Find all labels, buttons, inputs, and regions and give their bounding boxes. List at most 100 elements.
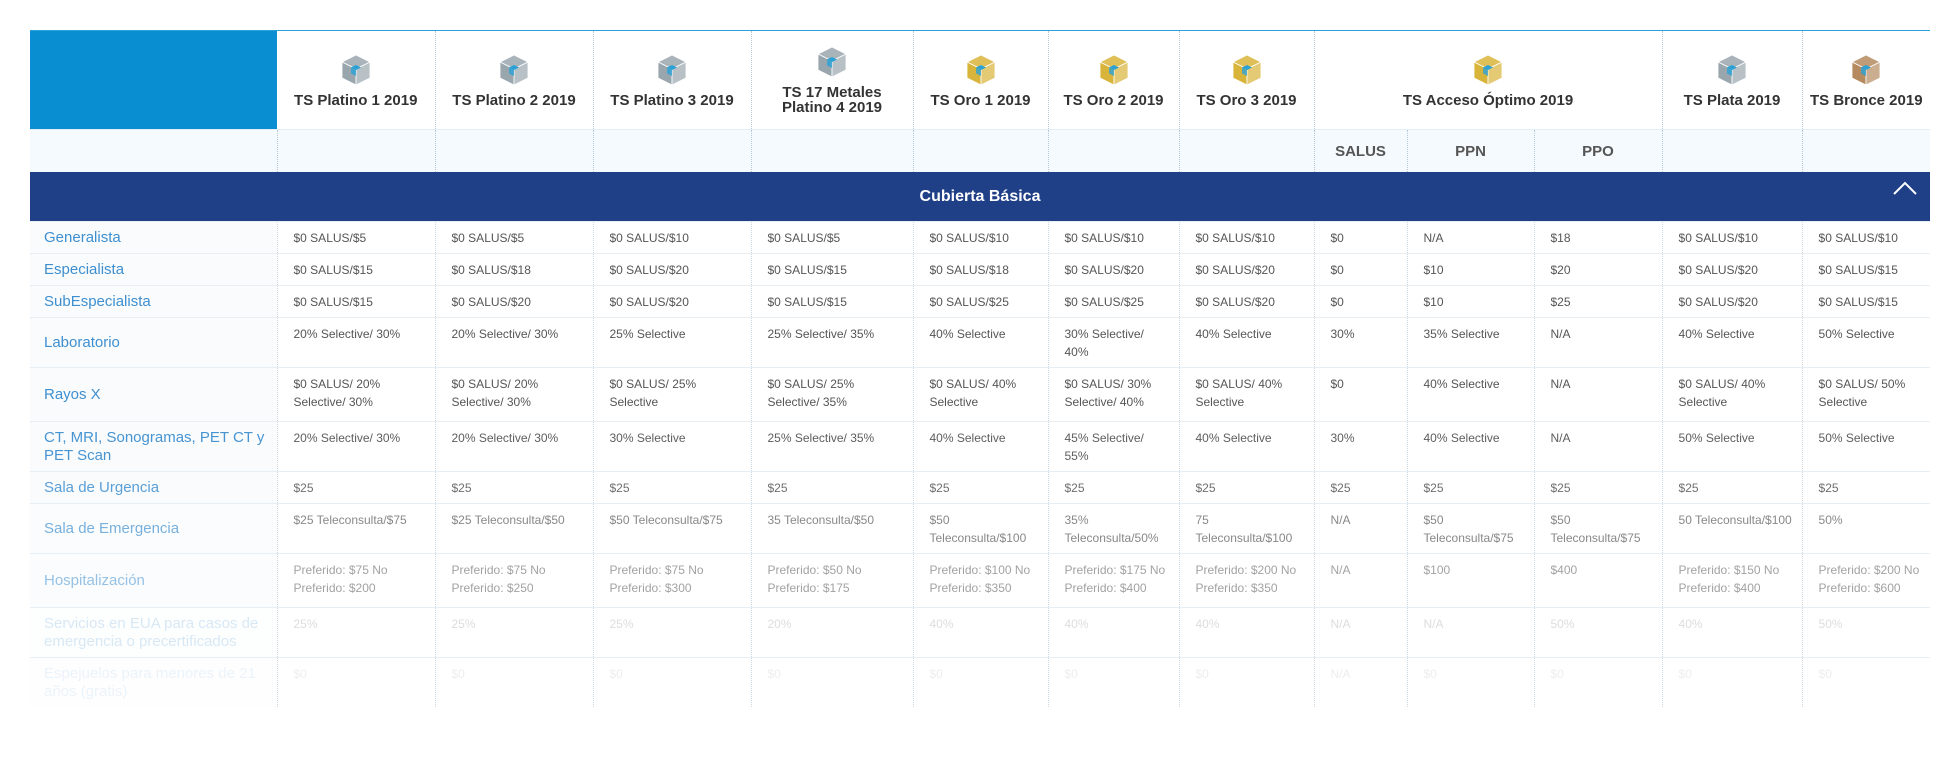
table-cell: 30%	[1314, 317, 1408, 368]
row-label[interactable]: CT, MRI, Sonogramas, PET CT y PET Scan	[30, 421, 278, 472]
table-cell: $0 SALUS/$20	[593, 285, 752, 318]
table-cell: $100	[1407, 553, 1535, 608]
row-label[interactable]: SubEspecialista	[30, 285, 278, 318]
table-cell: 75 Teleconsulta/$100	[1179, 503, 1315, 554]
plan-comparison-table: TS Platino 1 2019 TS Platino 2 2019 TS Pla…	[30, 30, 1931, 707]
table-cell: N/A	[1314, 657, 1408, 707]
table-cell: $25	[1662, 471, 1803, 504]
plan-name: TS Oro 1 2019	[930, 91, 1031, 109]
table-cell: $0	[1662, 657, 1803, 707]
table-cell: Preferido: $150 No Preferido: $400	[1662, 553, 1803, 608]
table-cell: 40% Selective	[1662, 317, 1803, 368]
network-subheader-empty	[30, 129, 278, 172]
plan-cube-icon	[499, 54, 529, 86]
table-cell: $0 SALUS/$20	[435, 285, 594, 318]
table-row: Sala de Emergencia $25 Teleconsulta/$75 $2…	[30, 503, 1931, 554]
table-row: Espejuelos para menores de 21 años (grat…	[30, 657, 1931, 707]
row-label[interactable]: Generalista	[30, 221, 278, 254]
table-cell: 50%	[1802, 503, 1931, 554]
table-cell: $0 SALUS/$25	[1048, 285, 1180, 318]
network-subheader-empty	[1048, 129, 1180, 172]
table-cell: N/A	[1314, 503, 1408, 554]
table-cell: $400	[1534, 553, 1663, 608]
row-label[interactable]: Sala de Emergencia	[30, 503, 278, 554]
table-cell: $0	[1314, 367, 1408, 422]
table-cell: N/A	[1314, 607, 1408, 658]
plan-header-1: TS Platino 1 2019	[277, 30, 436, 130]
table-cell: 20% Selective/ 30%	[277, 421, 436, 472]
table-cell: Preferido: $75 No Preferido: $300	[593, 553, 752, 608]
table-row: Sala de Urgencia $25 $25 $25 $25 $25 $25 $25 $25…	[30, 471, 1931, 504]
table-cell: 30% Selective/ 40%	[1048, 317, 1180, 368]
table-row: Laboratorio 20% Selective/ 30% 20% Selecti…	[30, 317, 1931, 368]
section-band[interactable]: Cubierta Básica	[30, 172, 1931, 222]
table-cell: $25	[593, 471, 752, 504]
table-cell: $0 SALUS/ 20% Selective/ 30%	[277, 367, 436, 422]
table-cell: $50 Teleconsulta/$75	[1407, 503, 1535, 554]
plan-cube-icon	[657, 54, 687, 86]
table-cell: $0 SALUS/$20	[1179, 253, 1315, 286]
table-cell: $25	[1314, 471, 1408, 504]
table-cell: $0 SALUS/$20	[1179, 285, 1315, 318]
table-cell: $0	[1314, 221, 1408, 254]
plan-name: TS Acceso Óptimo 2019	[1402, 91, 1574, 109]
table-body: Cubierta Básica Generalista $0 SALUS/$5 $0…	[30, 172, 1931, 707]
table-cell: N/A	[1314, 553, 1408, 608]
table-cell: 40% Selective	[913, 421, 1049, 472]
table-cell: 25% Selective/ 35%	[751, 421, 914, 472]
row-label[interactable]: Servicios en EUA para casos de emergenci…	[30, 607, 278, 658]
section-title: Cubierta Básica	[919, 187, 1041, 205]
table-cell: $0	[277, 657, 436, 707]
table-cell: 30%	[1314, 421, 1408, 472]
section-band-cell[interactable]: Cubierta Básica	[30, 172, 1931, 222]
plan-header-8: TS Acceso Óptimo 2019	[1314, 30, 1663, 130]
row-label[interactable]: Hospitalización	[30, 553, 278, 608]
table-cell: $0 SALUS/ 50% Selective	[1802, 367, 1931, 422]
table-cell: Preferido: $175 No Preferido: $400	[1048, 553, 1180, 608]
plan-name: TS Platino 2 2019	[452, 91, 576, 109]
table-cell: $0 SALUS/$10	[913, 221, 1049, 254]
network-subheader-empty	[1662, 129, 1803, 172]
network-subheader-salus: SALUS	[1314, 129, 1408, 172]
table-cell: $0 SALUS/$5	[435, 221, 594, 254]
table-cell: $0	[1802, 657, 1931, 707]
table-cell: $0 SALUS/$10	[593, 221, 752, 254]
row-label[interactable]: Laboratorio	[30, 317, 278, 368]
table-cell: $0 SALUS/$18	[435, 253, 594, 286]
table-cell: $25 Teleconsulta/$50	[435, 503, 594, 554]
table-cell: $25	[277, 471, 436, 504]
table-cell: $0 SALUS/ 40% Selective	[1662, 367, 1803, 422]
table-cell: $0 SALUS/$5	[751, 221, 914, 254]
table-cell: 40% Selective	[913, 317, 1049, 368]
table-cell: $0	[1179, 657, 1315, 707]
table-cell: $18	[1534, 221, 1663, 254]
table-cell: $0 SALUS/$15	[751, 285, 914, 318]
table-cell: Preferido: $50 No Preferido: $175	[751, 553, 914, 608]
plan-cube-icon	[1098, 54, 1129, 86]
table-cell: 20% Selective/ 30%	[277, 317, 436, 368]
table-cell: 40%	[913, 607, 1049, 658]
table-cell: N/A	[1534, 367, 1663, 422]
row-label[interactable]: Sala de Urgencia	[30, 471, 278, 504]
table-cell: $10	[1407, 253, 1535, 286]
network-subheader-empty	[435, 129, 594, 172]
table-cell: 40%	[1662, 607, 1803, 658]
chevron-up-icon[interactable]	[1892, 178, 1918, 198]
plan-name: TS Platino 1 2019	[294, 91, 418, 109]
row-label[interactable]: Espejuelos para menores de 21 años (grat…	[30, 657, 278, 707]
table-cell: 25% Selective/ 35%	[751, 317, 914, 368]
table-cell: 35 Teleconsulta/$50	[751, 503, 914, 554]
table-cell: $0	[1314, 253, 1408, 286]
table-cell: 20%	[751, 607, 914, 658]
table-cell: Preferido: $75 No Preferido: $200	[277, 553, 436, 608]
row-label[interactable]: Especialista	[30, 253, 278, 286]
network-subheader-empty	[277, 129, 436, 172]
table-cell: 45% Selective/ 55%	[1048, 421, 1180, 472]
table-row: Hospitalización Preferido: $75 No Preferi…	[30, 553, 1931, 608]
table-cell: $0	[593, 657, 752, 707]
plan-header-row: TS Platino 1 2019 TS Platino 2 2019 TS Pla…	[30, 30, 1931, 130]
row-label[interactable]: Rayos X	[30, 367, 278, 422]
plan-header-6: TS Oro 2 2019	[1048, 30, 1180, 130]
plan-header-9: TS Plata 2019	[1662, 30, 1803, 130]
plan-cube-icon	[340, 54, 371, 86]
